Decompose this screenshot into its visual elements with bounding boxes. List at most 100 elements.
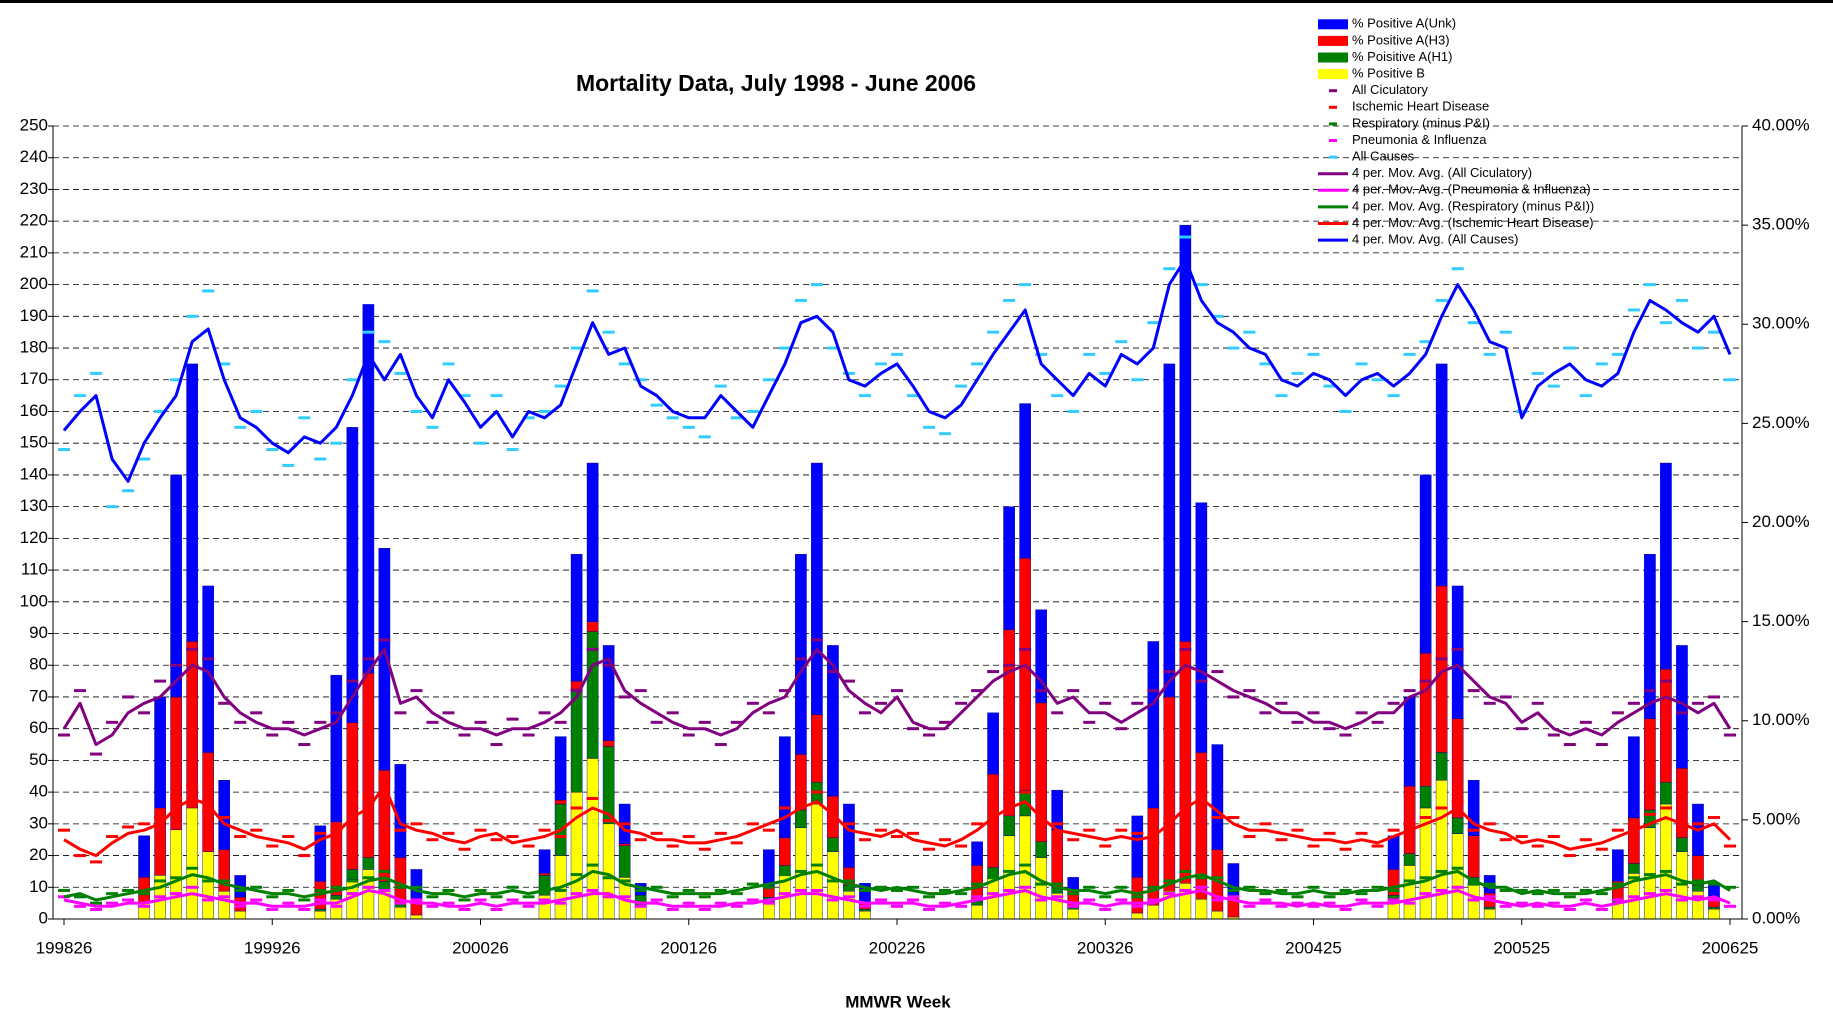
bar <box>1435 752 1448 781</box>
bar <box>330 674 343 823</box>
bar <box>618 843 631 846</box>
bar <box>362 857 375 870</box>
bar <box>394 857 407 904</box>
bar <box>234 910 247 920</box>
legend-label: % Positive A(Unk) <box>1352 16 1456 31</box>
y-tick-label: 250 <box>20 115 48 134</box>
bar <box>362 672 375 858</box>
bar <box>1708 906 1720 910</box>
bar <box>1195 898 1208 920</box>
bar <box>202 851 214 920</box>
bar <box>410 869 423 900</box>
bar <box>1419 474 1432 654</box>
bar <box>1067 908 1080 920</box>
bar <box>1227 863 1240 898</box>
bar <box>1387 835 1400 870</box>
bar <box>1660 462 1672 670</box>
y2-tick-label: 5.00% <box>1752 809 1800 828</box>
bar <box>1644 554 1656 719</box>
legend-label: Pneumonia & Influenza <box>1352 132 1487 147</box>
bar <box>570 688 583 793</box>
legend-swatch <box>1318 52 1348 63</box>
bar <box>1676 837 1688 852</box>
bar <box>554 799 567 805</box>
y2-tick-label: 15.00% <box>1752 611 1810 630</box>
bar <box>1419 785 1432 809</box>
bar <box>1067 877 1080 890</box>
y2-tick-label: 25.00% <box>1752 413 1810 432</box>
bar <box>1019 403 1031 559</box>
bar <box>186 807 198 920</box>
bar <box>1451 833 1464 920</box>
bar <box>779 837 791 866</box>
bar <box>1467 780 1480 836</box>
line <box>63 889 1731 908</box>
bar <box>827 645 839 797</box>
bar <box>170 474 182 698</box>
bar <box>1612 849 1624 882</box>
bar <box>795 809 807 829</box>
bar <box>859 908 871 912</box>
y-tick-label: 200 <box>20 274 48 293</box>
bar <box>314 910 327 920</box>
bar <box>1195 502 1208 753</box>
legend-label: 4 per. Mov. Avg. (All Causes) <box>1352 232 1518 247</box>
bar <box>1211 910 1224 920</box>
bar <box>1051 829 1063 888</box>
legend-label: All Ciculatory <box>1352 82 1428 97</box>
y-tick-label: 180 <box>20 338 48 357</box>
y2-tick-label: 0.00% <box>1752 908 1800 927</box>
bar <box>795 754 807 811</box>
legend-label: 4 per. Mov. Avg. (Pneumonia & Influenza) <box>1352 182 1591 197</box>
bar <box>827 851 839 920</box>
bar <box>346 722 359 870</box>
bar <box>1676 768 1688 838</box>
bar <box>1708 908 1720 920</box>
bar <box>538 873 551 876</box>
bar <box>1660 803 1672 920</box>
legend-swatch <box>1318 69 1348 80</box>
bar <box>1035 609 1047 704</box>
bar <box>1403 696 1416 787</box>
bar <box>811 714 823 783</box>
legend-label: 4 per. Mov. Avg. (Respiratory (minus P&I… <box>1352 198 1594 213</box>
bar <box>1628 863 1640 874</box>
bar <box>843 803 855 868</box>
bar <box>1403 785 1416 854</box>
bar <box>811 462 823 716</box>
legend-label: 4 per. Mov. Avg. (All Ciculatory) <box>1352 165 1532 180</box>
bar <box>586 621 599 632</box>
bar <box>1419 653 1432 787</box>
y2-tick-label: 40.00% <box>1752 115 1810 134</box>
x-tick-label: 200425 <box>1285 938 1342 957</box>
bar <box>618 845 631 878</box>
bar <box>1163 363 1176 698</box>
bar <box>1211 744 1224 850</box>
y-tick-label: 220 <box>20 211 48 230</box>
bar <box>1467 835 1480 878</box>
bar <box>859 910 871 920</box>
bar <box>1612 902 1624 920</box>
bar <box>1003 629 1015 817</box>
y-tick-label: 90 <box>29 623 48 642</box>
y-tick-label: 140 <box>20 464 48 483</box>
y-tick-label: 80 <box>29 655 48 674</box>
y2-tick-label: 35.00% <box>1752 215 1810 234</box>
legend-swatch <box>1318 35 1348 46</box>
y-tick-label: 0 <box>39 908 48 927</box>
bar <box>971 904 983 920</box>
bar <box>138 835 150 878</box>
y-tick-label: 170 <box>20 369 48 388</box>
bar <box>795 554 807 755</box>
bar <box>1435 363 1448 587</box>
bar <box>538 849 551 874</box>
bar <box>410 914 423 920</box>
bar <box>394 906 407 920</box>
y2-tick-label: 20.00% <box>1752 512 1810 531</box>
y-tick-label: 20 <box>29 845 48 864</box>
y-tick-label: 190 <box>20 306 48 325</box>
x-tick-label: 200226 <box>869 938 926 957</box>
line <box>63 784 1732 858</box>
bar <box>1147 641 1160 809</box>
bar <box>330 895 343 900</box>
